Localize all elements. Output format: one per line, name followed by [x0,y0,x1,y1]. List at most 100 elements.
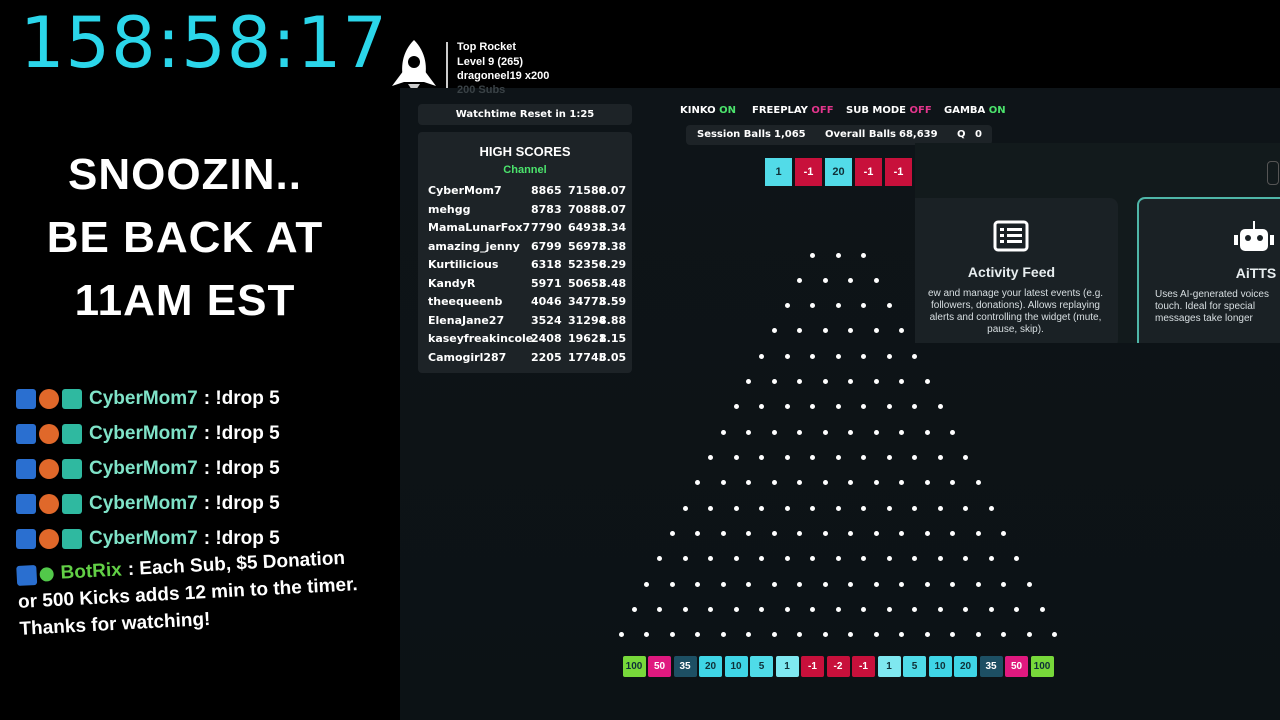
peg [810,353,815,359]
mode-toggle[interactable]: SUB MODE OFF [846,105,932,116]
peg [682,607,688,613]
peg [963,455,968,461]
peg [631,607,637,613]
chat-message: BotRix: Each Sub, $5 Donation or 500 Kic… [16,544,360,643]
score-cell: 8.38 [599,239,627,253]
peg [950,632,956,638]
peg [822,429,828,435]
peg [784,303,790,309]
peg [861,404,866,410]
score-cell: CyberMom7 [428,184,502,197]
peg [682,556,688,562]
bucket: 1 [877,656,901,677]
peg [720,429,726,435]
chat-message: CyberMom7: !drop 5 [16,458,280,480]
chat-text: : !drop 5 [203,423,280,444]
timer: 158:58:17 [20,2,388,84]
peg [669,531,675,537]
score-cell: 71580 [568,184,607,197]
peg [835,353,841,359]
chat-user: CyberMom7 [89,388,198,409]
mode-state: ON [988,105,1006,116]
rocket-icon [392,40,436,93]
peg [899,328,905,334]
widget-title: Activity Feed [967,264,1056,280]
peg [771,581,777,587]
peg [950,581,956,587]
widget-card[interactable]: AiTTS Uses AI-generated voices touch. Id… [1137,197,1280,343]
bucket: 20 [954,656,977,677]
peg [886,505,892,511]
peg [861,455,866,461]
badge [39,567,55,582]
badge [39,459,59,479]
peg [695,581,701,587]
peg [963,607,968,613]
peg [797,328,803,334]
peg [669,632,675,638]
peg [848,480,854,486]
chat-text: : !drop 5 [203,458,280,479]
peg [1014,607,1019,613]
widget-card[interactable]: Activity Feed ew and manage your latest … [915,198,1118,343]
stat-label: Q [957,129,966,140]
chat-message: CyberMom7: !drop 5 [16,528,280,550]
peg [861,556,866,562]
score-cell: Kurtilicious [428,258,499,271]
peg [810,607,815,613]
peg [733,556,739,562]
score-cell: KandyR [428,276,476,290]
score-cell: 8.05 [599,350,627,364]
peg [695,480,701,486]
widget-description: ew and manage your latest events (e.g. f… [927,288,1104,335]
peg [1001,531,1007,537]
peg [861,607,866,613]
mode-toggle[interactable]: FREEPLAY OFF [752,105,834,116]
peg [988,505,994,511]
peg [784,607,790,613]
score-cell: 8.88 [599,313,627,327]
peg [771,531,777,537]
score-cell: 52356 [568,258,607,271]
peg [746,632,752,638]
score-cell: 19621 [568,332,607,345]
peg [899,581,905,587]
widget-description: Uses AI-generated voices touch. Ideal fo… [1155,289,1269,324]
peg [746,379,752,385]
score-cell: 17745 [568,350,607,364]
peg [1026,632,1032,638]
bucket: 35 [979,656,1003,677]
score-cell: mehgg [428,202,471,216]
mode-toggle[interactable]: KINKO ON [680,105,736,116]
badge [62,424,82,444]
peg [912,353,917,359]
chat-message: CyberMom7: !drop 5 [16,423,280,445]
bucket: -1 [852,656,875,677]
peg [1014,556,1019,562]
mode-toggle[interactable]: GAMBA ON [944,105,1006,116]
badge [16,459,36,479]
mode-state: OFF [811,105,834,116]
score-cell: 3524 [531,313,562,327]
peg [861,353,866,359]
peg [950,429,956,435]
peg [759,404,764,410]
chat-user: CyberMom7 [89,423,198,444]
peg [784,404,790,410]
recent-drop: -1 [885,158,912,186]
badge [16,529,36,549]
peg [746,480,752,486]
peg [644,632,650,638]
peg [810,404,815,410]
peg [822,277,828,283]
peg [912,607,917,613]
peg [950,480,956,486]
peg [848,277,854,283]
bucket: 5 [903,656,926,677]
bucket: 100 [1030,656,1054,677]
peg [886,556,892,562]
score-cell: amazing_jenny [428,239,520,253]
score-cell: 8.59 [599,295,627,308]
peg [848,581,854,587]
score-cell: 8783 [531,202,562,216]
